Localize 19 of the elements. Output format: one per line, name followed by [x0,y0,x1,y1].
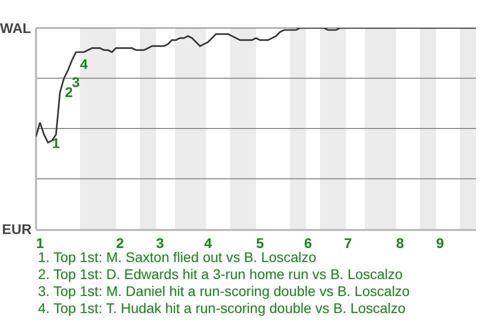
text: 1. Top 1st: M. Saxton flied out vs B. Loscalzo [38,249,317,265]
x-tick-label: 5 [256,234,264,251]
x-tick-label: 6 [304,234,312,251]
text: 2. Top 1st: D. Edwards hit a 3-run home run vs B. Loscalzo [38,266,403,282]
x-tick-label: 3 [156,234,164,251]
text: EUR [2,221,32,237]
text: 3. Top 1st: M. Daniel hit a run-scoring double vs B. Loscalzo [38,283,410,299]
annotation: 4 [80,56,88,72]
x-tick-label: 2 [116,234,124,251]
annotation: 1 [52,135,60,151]
x-tick-label: 9 [436,234,444,251]
x-tick-label: 1 [36,234,44,251]
x-tick-label: 7 [344,234,352,251]
text: WAL [0,20,32,36]
x-tick-label: 4 [204,234,212,251]
annotation: 2 [65,84,73,100]
text: 4. Top 1st: T. Hudak hit a run-scoring double vs B. Loscalzo [38,300,406,316]
annotation: 3 [72,74,80,90]
x-tick-label: 8 [396,234,404,251]
